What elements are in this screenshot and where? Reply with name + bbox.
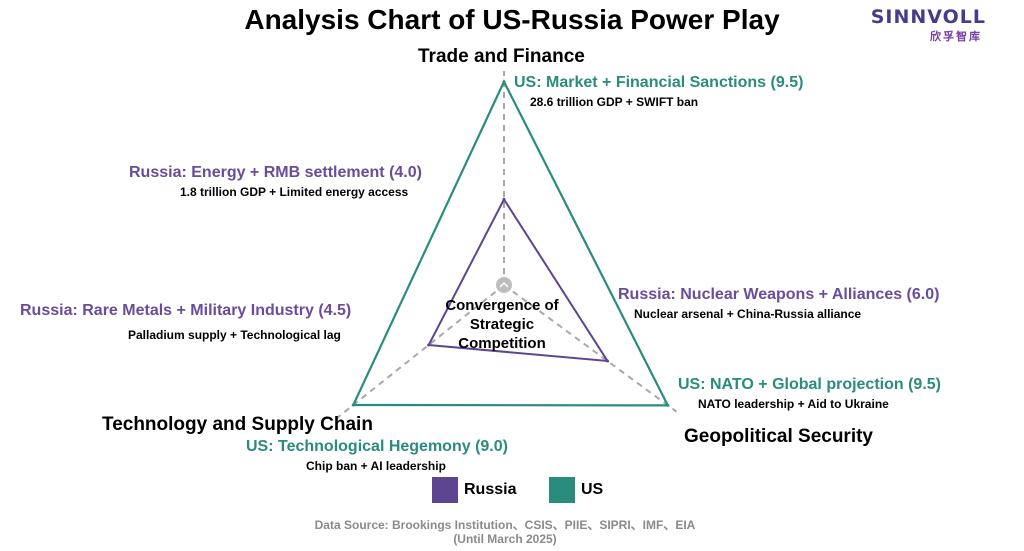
russia-trade-note: 1.8 trillion GDP + Limited energy access	[180, 185, 409, 199]
data-point-us-0	[502, 80, 506, 84]
data-point-russia-2	[427, 343, 431, 347]
us-trade-label: US: Market + Financial Sanctions (9.5)	[514, 74, 804, 91]
data-point-us-1	[666, 403, 670, 407]
data-point-russia-0	[502, 197, 506, 201]
us-tech-label: US: Technological Hegemony (9.0)	[246, 438, 508, 455]
data-point-russia-1	[605, 359, 609, 363]
axis-label-trade: Trade and Finance	[418, 46, 585, 67]
axis-line-geo	[503, 284, 678, 413]
brand-logo: SINNVOLL	[870, 6, 986, 28]
center-label: Convergence of Strategic Competition	[445, 297, 559, 352]
axis-line-tech	[335, 284, 505, 420]
legend-russia-swatch	[432, 477, 458, 503]
data-source: Data Source: Brookings Institution、CSIS、…	[314, 518, 696, 532]
axis-label-geo: Geopolitical Security	[684, 426, 873, 447]
russia-tech-label: Russia: Rare Metals + Military Industry …	[20, 302, 352, 319]
russia-geo-label: Russia: Nuclear Weapons + Alliances (6.0…	[618, 286, 940, 303]
axis-label-tech: Technology and Supply Chain	[102, 414, 373, 435]
chart-title: Analysis Chart of US-Russia Power Play	[244, 4, 780, 35]
series-polygon-us	[351, 79, 670, 407]
us-tech-note: Chip ban + AI leadership	[306, 459, 446, 473]
us-geo-note: NATO leadership + Aid to Ukraine	[698, 397, 889, 411]
russia-trade-label: Russia: Energy + RMB settlement (4.0)	[129, 164, 422, 181]
us-geo-label: US: NATO + Global projection (9.5)	[678, 376, 941, 393]
russia-tech-note: Palladium supply + Technological lag	[128, 328, 341, 342]
legend-us-label: US	[581, 481, 604, 498]
center-marker	[496, 277, 512, 293]
legend-russia-label: Russia	[464, 481, 517, 498]
russia-geo-note: Nuclear arsenal + China-Russia alliance	[634, 307, 862, 321]
brand-logo-subtext: 欣孚智库	[930, 31, 982, 43]
series-polygon-russia	[427, 197, 610, 363]
us-trade-note: 28.6 trillion GDP + SWIFT ban	[530, 95, 699, 109]
center-chevron-icon	[499, 281, 509, 288]
data-source-date: (Until March 2025)	[453, 532, 557, 546]
data-point-us-2	[351, 403, 355, 407]
legend-us-swatch	[549, 477, 575, 503]
